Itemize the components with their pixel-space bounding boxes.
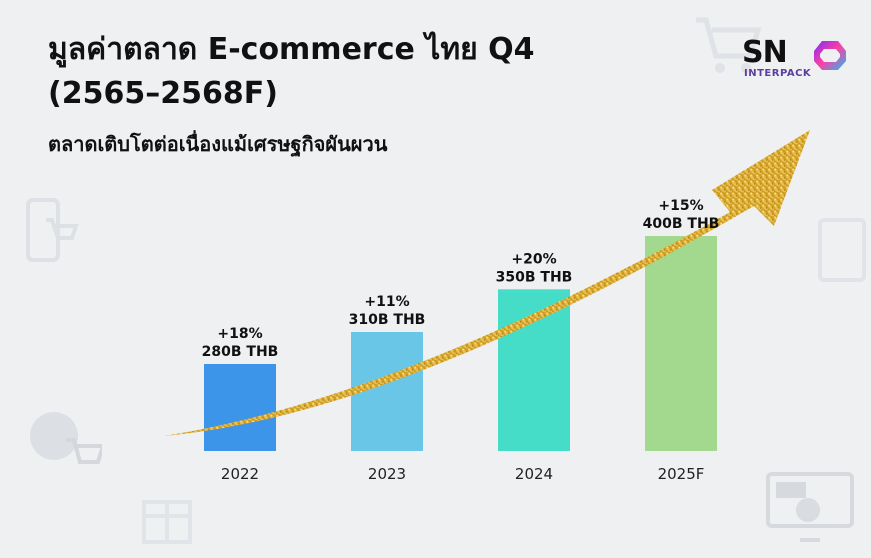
logo-sub-text: INTERPACK: [744, 68, 812, 79]
laptop-icon: [818, 218, 866, 282]
x-tick-label: 2022: [221, 465, 259, 483]
page-subtitle: ตลาดเติบโตต่อเนื่องแม้เศรษฐกิจผันผวน: [48, 132, 388, 156]
x-tick-label: 2023: [368, 465, 406, 483]
value-label: 280B THB: [202, 344, 279, 360]
growth-label: +20%: [511, 251, 556, 267]
gift-icon: [142, 500, 192, 544]
bar-2025F: [645, 236, 717, 451]
globe-cart-icon: [30, 412, 102, 464]
logo-mark-icon: [814, 41, 846, 70]
value-label: 400B THB: [643, 216, 720, 232]
phone-cart-icon: [26, 198, 79, 262]
value-label: 350B THB: [496, 269, 573, 285]
growth-label: +18%: [217, 326, 262, 342]
cart-icon: [696, 17, 762, 73]
x-tick-label: 2024: [515, 465, 553, 483]
growth-label: +11%: [364, 294, 409, 310]
value-label: 310B THB: [349, 312, 426, 328]
growth-label: +15%: [658, 198, 703, 214]
x-tick-label: 2025F: [658, 465, 705, 483]
monitor-cart-icon: [766, 472, 854, 542]
logo-brand-text: SN: [742, 35, 788, 70]
page-title: มูลค่าตลาด E-commerce ไทย Q4 (2565–2568F…: [48, 32, 535, 111]
brand-logo: SN INTERPACK: [742, 36, 852, 82]
bar-2022: [204, 364, 276, 451]
